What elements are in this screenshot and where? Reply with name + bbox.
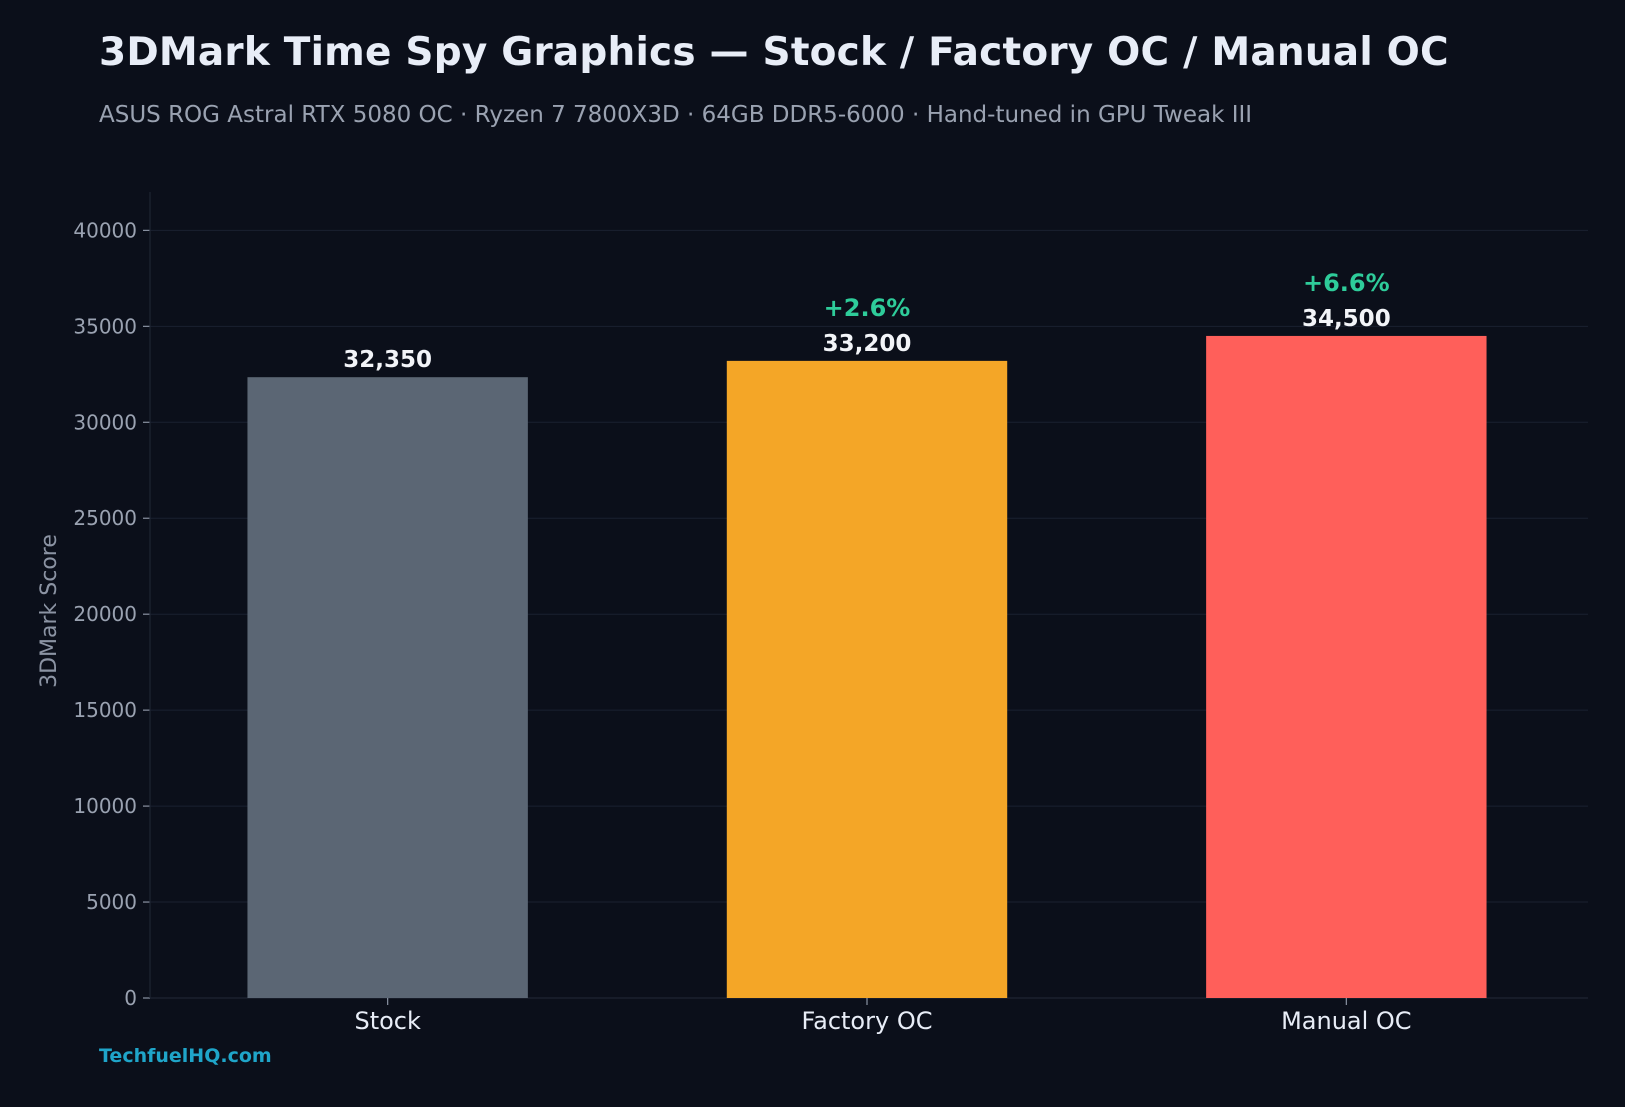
x-tick-label: Factory OC [802,1007,933,1035]
bar-manual-oc [1206,335,1487,998]
value-label: 33,200 [823,331,912,357]
bar-factory-oc [726,360,1008,998]
y-tick-label: 30000 [73,410,137,434]
chart-subtitle: ASUS ROG Astral RTX 5080 OC · Ryzen 7 78… [99,102,1253,128]
value-label: 32,350 [343,347,432,373]
chart-title: 3DMark Time Spy Graphics — Stock / Facto… [99,30,1449,75]
y-tick-label: 15000 [73,698,137,722]
y-tick-label: 5000 [86,890,137,914]
y-tick-label: 35000 [73,314,137,338]
y-tick-label: 25000 [73,506,137,530]
y-axis-label: 3DMark Score [37,534,62,688]
bar-stock [247,377,528,998]
delta-label: +2.6% [824,294,911,322]
site-credit: TechfuelHQ.com [99,1045,272,1067]
x-tick-label: Stock [354,1007,421,1035]
bars [247,335,1487,998]
delta-label: +6.6% [1303,269,1390,297]
y-tick-label: 10000 [73,794,137,818]
y-tick-label: 40000 [73,218,137,242]
y-tick-label: 0 [124,986,137,1010]
labels: 32,350 33,200 +2.6% 34,500 +6.6% [343,269,1390,373]
x-tick-label: Manual OC [1281,1007,1412,1035]
value-label: 34,500 [1302,306,1391,332]
y-tick-label: 20000 [73,602,137,626]
